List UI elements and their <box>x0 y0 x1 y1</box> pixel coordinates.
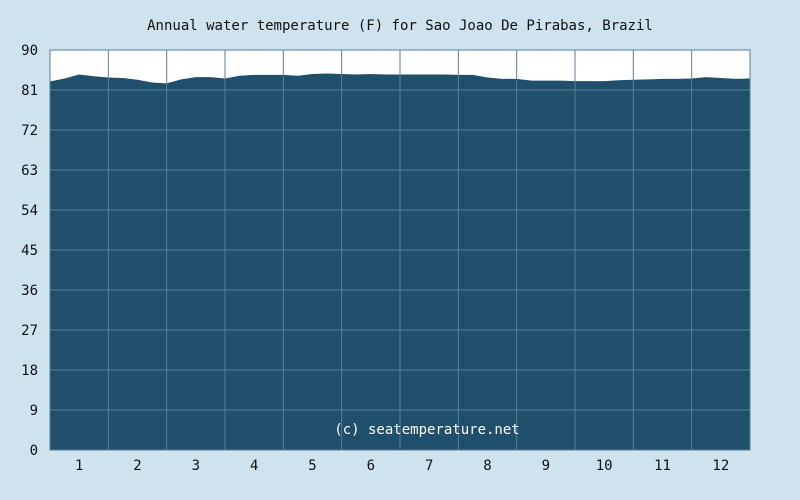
y-tick-label: 27 <box>21 323 38 339</box>
y-tick-label: 90 <box>21 43 38 59</box>
y-tick-label: 9 <box>30 403 38 419</box>
y-tick-label: 72 <box>21 123 38 139</box>
watermark-text: (c) seatemperature.net <box>334 422 519 438</box>
x-tick-label: 7 <box>425 458 433 474</box>
x-tick-label: 3 <box>192 458 200 474</box>
y-tick-label: 81 <box>21 83 38 99</box>
x-tick-label: 11 <box>654 458 671 474</box>
x-tick-label: 12 <box>712 458 729 474</box>
x-tick-label: 4 <box>250 458 258 474</box>
y-tick-label: 18 <box>21 363 38 379</box>
x-tick-label: 10 <box>596 458 613 474</box>
chart-title: Annual water temperature (F) for Sao Joa… <box>147 18 653 34</box>
x-tick-label: 8 <box>483 458 491 474</box>
x-tick-label: 6 <box>367 458 375 474</box>
x-tick-label: 9 <box>542 458 550 474</box>
x-tick-label: 2 <box>133 458 141 474</box>
y-tick-label: 63 <box>21 163 38 179</box>
plot-border <box>49 49 751 451</box>
x-tick-label: 1 <box>75 458 83 474</box>
x-tick-label: 5 <box>308 458 316 474</box>
y-tick-label: 36 <box>21 283 38 299</box>
y-tick-label: 45 <box>21 243 38 259</box>
y-tick-label: 54 <box>21 203 38 219</box>
y-tick-label: 0 <box>30 443 38 459</box>
